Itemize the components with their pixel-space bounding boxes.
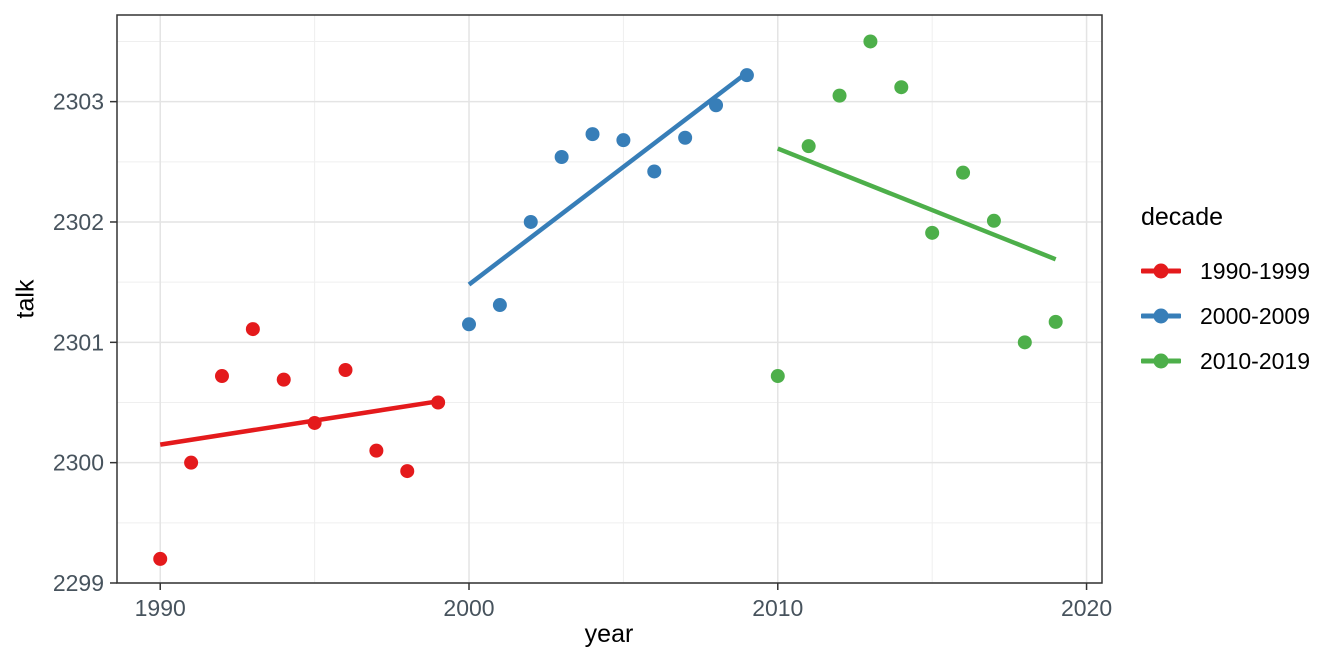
data-point-2000-2009 — [523, 214, 538, 229]
data-point-1990-1999 — [431, 395, 446, 410]
x-axis-title: year — [584, 620, 634, 648]
data-point-2000-2009 — [678, 130, 693, 145]
data-point-1990-1999 — [369, 443, 384, 458]
data-point-2000-2009 — [462, 317, 477, 332]
legend-entry: 2010-2019 — [1141, 348, 1310, 374]
data-point-2010-2019 — [770, 369, 785, 384]
x-tick-label: 1990 — [135, 595, 186, 621]
data-point-1990-1999 — [214, 369, 229, 384]
data-point-2010-2019 — [1017, 335, 1032, 350]
legend-entry-label: 1990-1999 — [1200, 257, 1310, 284]
data-point-2000-2009 — [709, 98, 724, 113]
legend-entry: 2000-2009 — [1141, 303, 1310, 329]
data-point-2000-2009 — [739, 68, 754, 83]
data-point-2000-2009 — [585, 127, 600, 142]
data-point-2010-2019 — [801, 139, 816, 154]
legend-entries: 1990-1999 2000-2009 2010-2019 — [1141, 258, 1310, 374]
trend-line-2000-2009 — [467, 70, 749, 287]
legend: decade 1990-1999 2000-2009 2010-2019 — [1141, 203, 1310, 374]
data-point-2010-2019 — [956, 165, 971, 180]
data-point-2010-2019 — [986, 213, 1001, 228]
x-tick-label: 2000 — [443, 595, 494, 621]
x-tick-label: 2010 — [752, 595, 803, 621]
legend-entry-label: 2000-2009 — [1200, 302, 1310, 329]
data-point-2010-2019 — [894, 80, 909, 95]
data-point-2000-2009 — [492, 298, 507, 313]
y-tick-label: 2299 — [53, 570, 104, 596]
legend-entry-label: 2010-2019 — [1200, 347, 1310, 374]
data-point-2010-2019 — [863, 34, 878, 49]
data-point-2000-2009 — [616, 133, 631, 148]
data-point-2010-2019 — [832, 88, 847, 103]
data-point-1990-1999 — [245, 322, 260, 337]
y-tick-label: 2301 — [53, 329, 104, 355]
plot-panel — [117, 15, 1102, 583]
legend-key-line-dot-icon — [1141, 258, 1181, 284]
data-point-2010-2019 — [925, 225, 940, 240]
data-point-1990-1999 — [307, 415, 322, 430]
data-point-1990-1999 — [400, 464, 415, 479]
y-axis-title: talk — [11, 279, 40, 319]
data-point-2010-2019 — [1048, 314, 1063, 329]
data-point-2000-2009 — [647, 164, 662, 179]
trend-line-1990-1999 — [159, 399, 439, 447]
y-tick-label: 2302 — [53, 209, 104, 235]
legend-key-line-dot-icon — [1141, 348, 1181, 374]
y-tick-label: 2303 — [53, 89, 104, 115]
data-point-1990-1999 — [153, 551, 168, 566]
data-point-1990-1999 — [338, 363, 353, 377]
trend-line-2010-2019 — [776, 146, 1057, 262]
x-tick-label: 2020 — [1061, 595, 1112, 621]
y-tick-label: 2300 — [53, 450, 104, 476]
panel-border — [116, 14, 1103, 584]
data-point-1990-1999 — [184, 455, 199, 470]
legend-title: decade — [1141, 203, 1224, 231]
legend-key-line-dot-icon — [1141, 303, 1181, 329]
data-point-1990-1999 — [276, 372, 291, 387]
legend-entry: 1990-1999 — [1141, 258, 1310, 284]
data-point-2000-2009 — [554, 150, 569, 164]
